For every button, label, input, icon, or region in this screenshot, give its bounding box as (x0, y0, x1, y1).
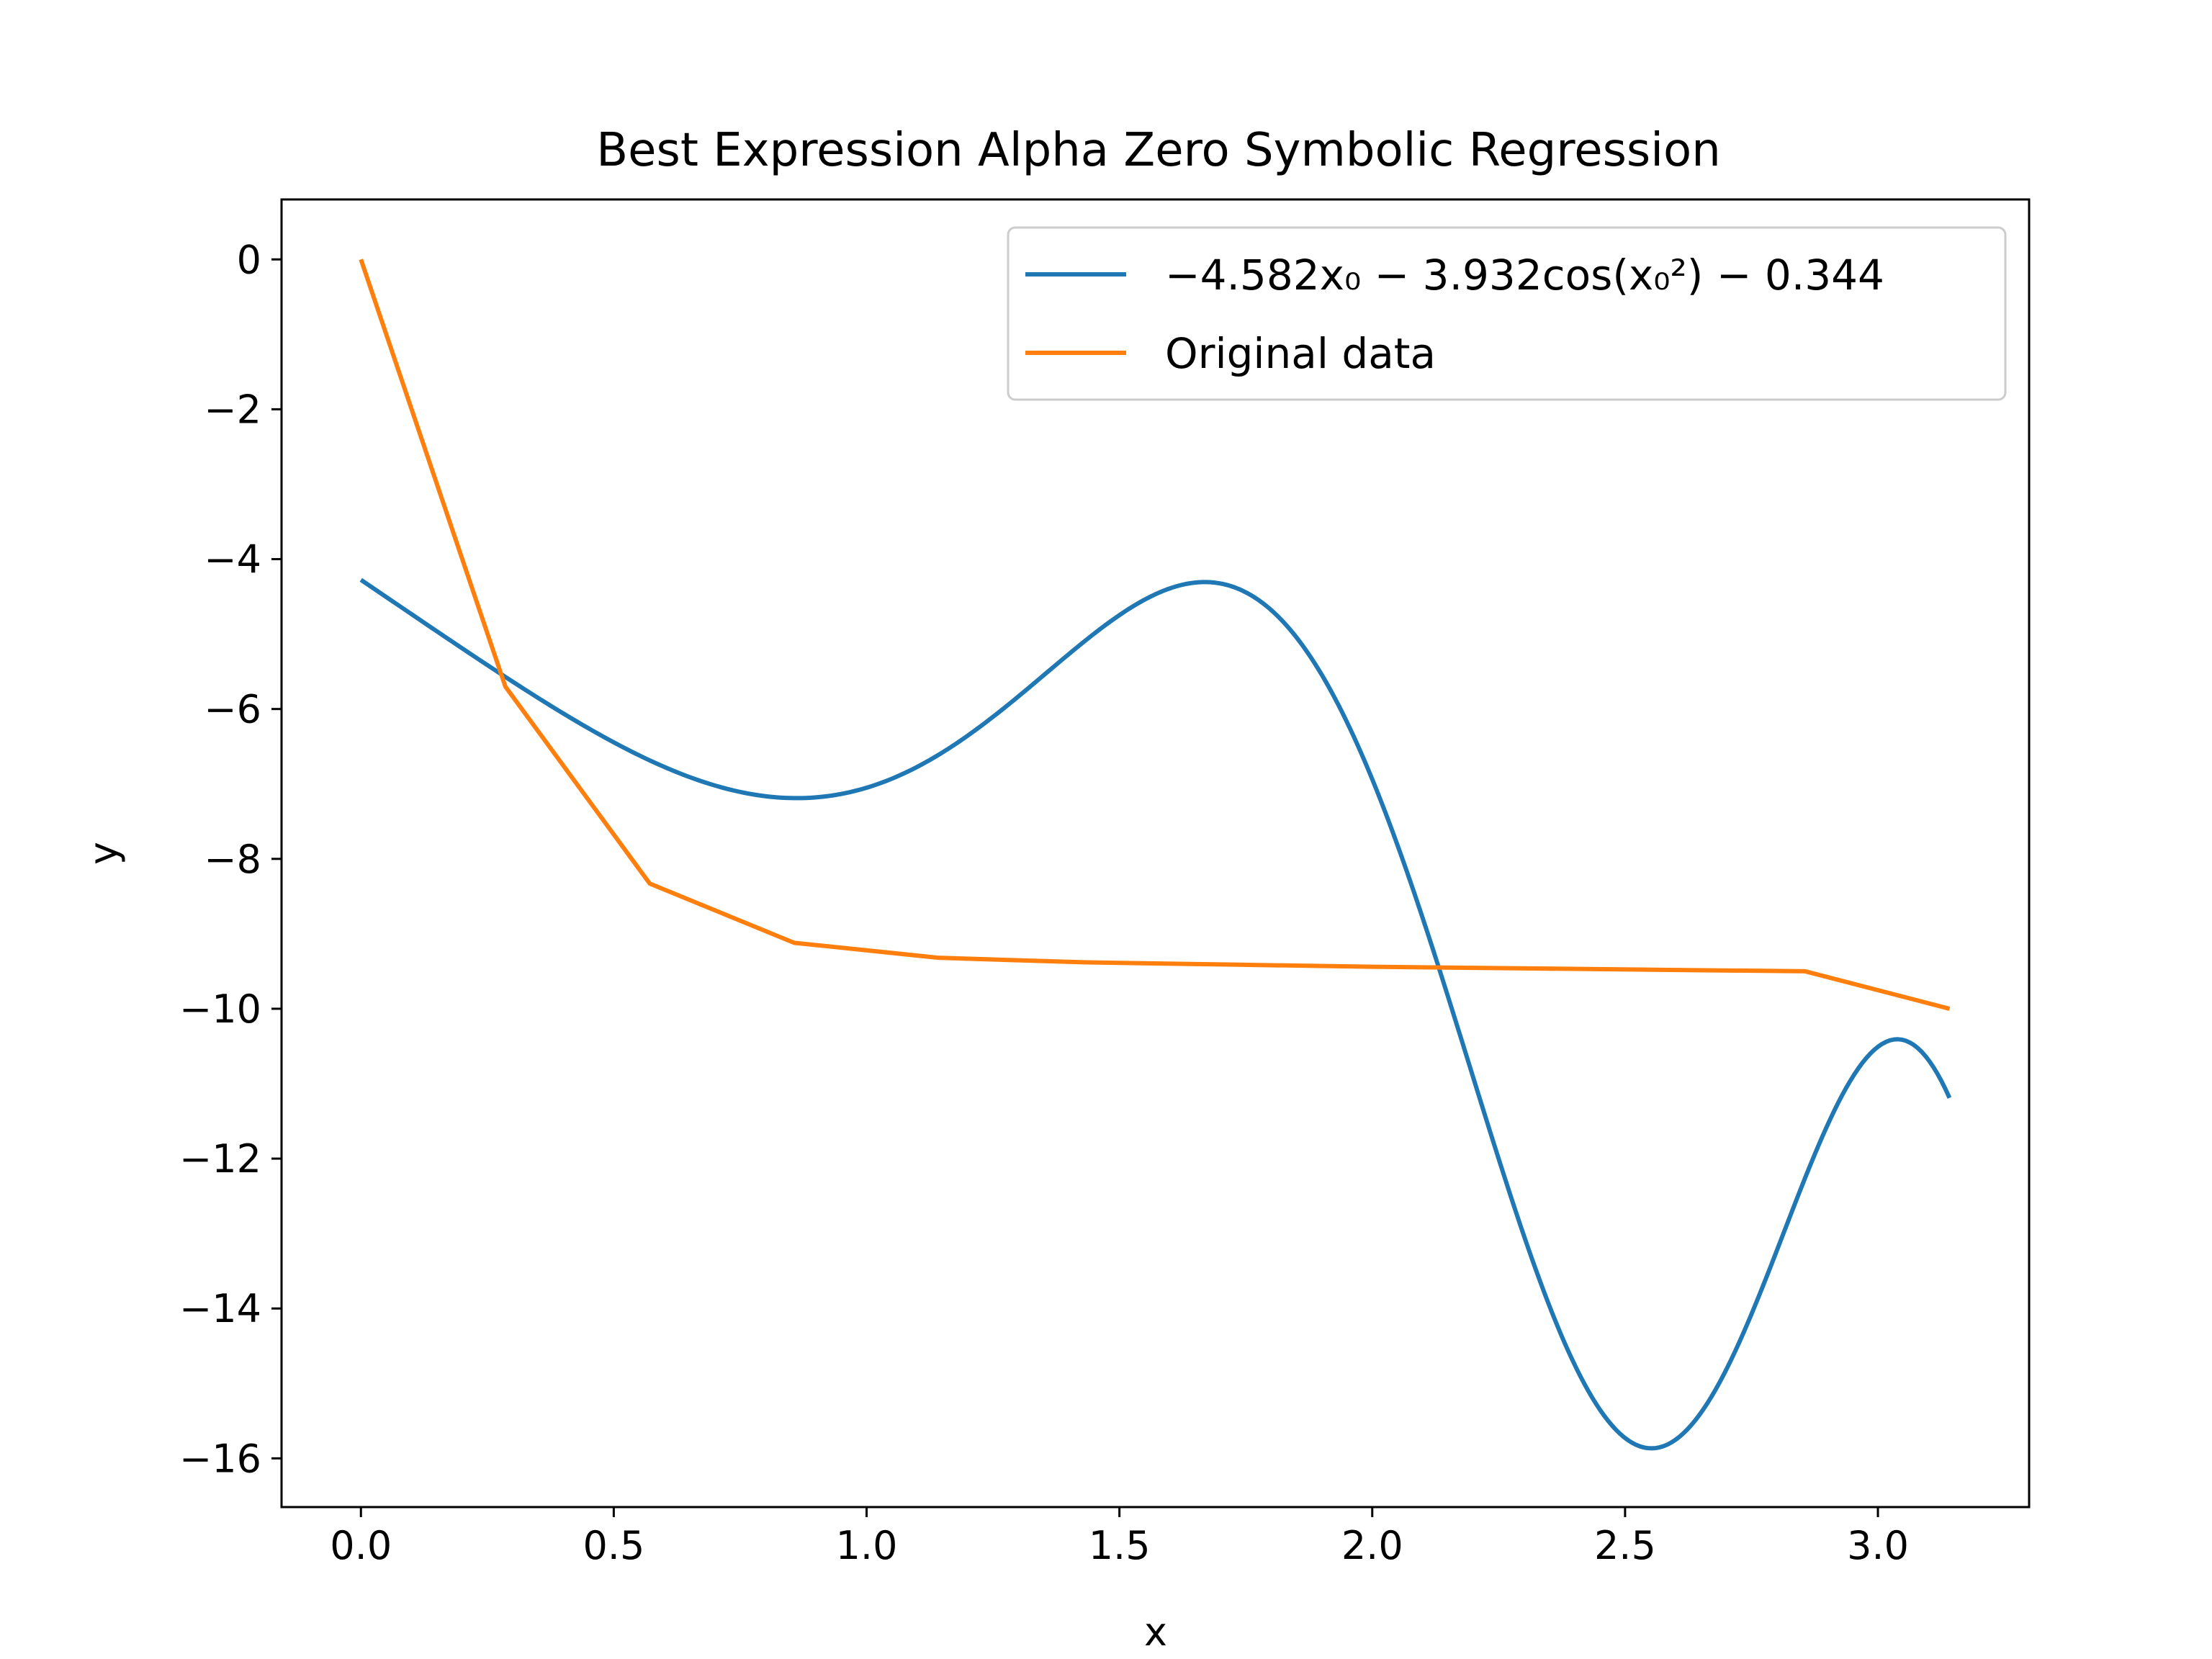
y-tick-label: −14 (179, 1286, 261, 1331)
y-tick-label: 0 (237, 237, 261, 282)
y-tick-label: −6 (204, 687, 261, 732)
x-tick-label: 1.0 (836, 1523, 898, 1568)
chart-title: Best Expression Alpha Zero Symbolic Regr… (596, 124, 1721, 177)
legend-label-original-data: Original data (1165, 329, 1436, 378)
y-tick-label: −10 (179, 986, 261, 1032)
series-line-original-data (359, 258, 1951, 1011)
x-tick-label: 0.0 (330, 1523, 392, 1568)
y-axis-label: y (81, 842, 126, 865)
y-tick-label: −4 (204, 537, 261, 583)
x-tick-label: 1.5 (1089, 1523, 1151, 1568)
x-tick-label: 2.5 (1594, 1523, 1656, 1568)
legend-label-expression: −4.582x₀ − 3.932cos(x₀²) − 0.344 (1165, 251, 1884, 300)
y-axis-ticks: 0 −2 −4 −6 −8 −10 −12 −14 −16 (179, 237, 282, 1481)
x-axis-label: x (1144, 1609, 1167, 1655)
legend: −4.582x₀ − 3.932cos(x₀²) − 0.344 Origina… (1007, 226, 2007, 401)
series-line-expression (359, 577, 1952, 1451)
y-tick-label: −16 (179, 1436, 261, 1481)
x-tick-label: 2.0 (1341, 1523, 1403, 1568)
y-tick-label: −8 (204, 837, 261, 882)
y-tick-label: −12 (179, 1136, 261, 1182)
x-axis-ticks: 0.0 0.5 1.0 1.5 2.0 2.5 3.0 (330, 1507, 1909, 1568)
x-tick-label: 3.0 (1847, 1523, 1909, 1568)
x-tick-label: 0.5 (583, 1523, 644, 1568)
y-tick-label: −2 (204, 387, 261, 432)
plot-area (359, 258, 1952, 1451)
axes-frame (280, 198, 2031, 1509)
legend-box (1007, 226, 2007, 401)
